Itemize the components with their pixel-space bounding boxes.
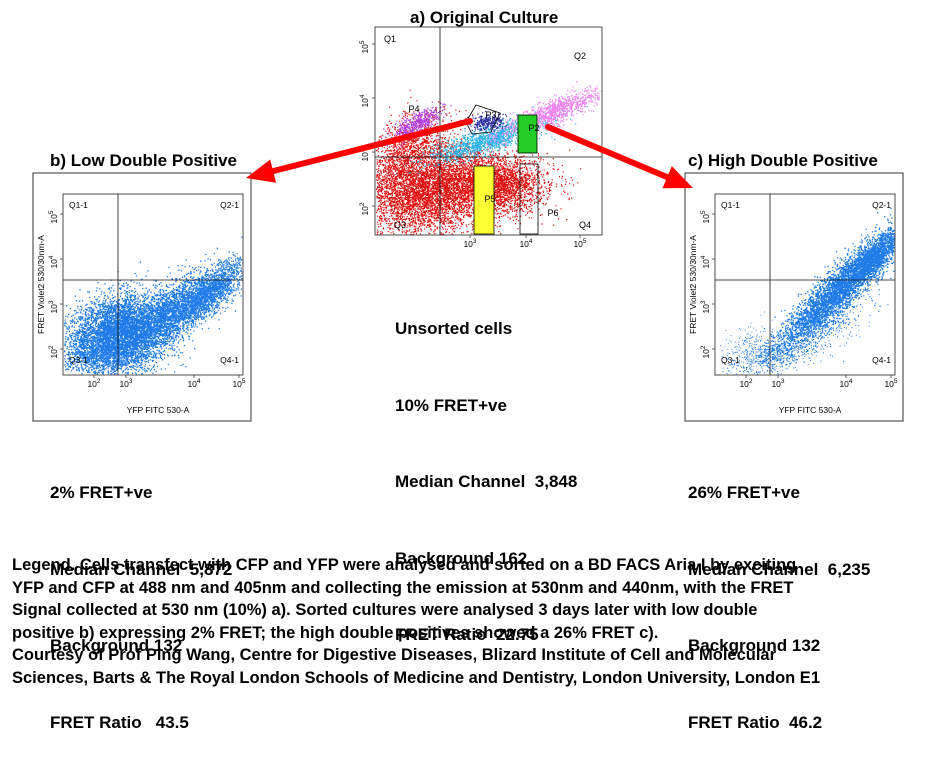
- tick-label: 105: [700, 210, 711, 223]
- gate-label: P5: [484, 194, 495, 204]
- gate-label: P2: [528, 123, 539, 133]
- tick-label: 104: [839, 378, 852, 389]
- quadrant-label: Q2-1: [872, 200, 891, 210]
- x-axis-label: YFP FITC 530-A: [779, 405, 842, 415]
- tick-label: 103: [48, 300, 59, 313]
- tick-label: 102: [359, 202, 370, 215]
- tick-label: 105: [232, 378, 245, 389]
- stat-line: Background 132: [688, 636, 821, 655]
- high-double-positive-plot: Q1-1 Q2-1 Q3-1 Q4-1 102 103 104 105 105 104 103 102…: [684, 172, 904, 422]
- data-points: [720, 311, 796, 375]
- tick-label: 103: [463, 238, 476, 249]
- tick-label: 105: [48, 210, 59, 223]
- stat-line: FRET Ratio 46.2: [688, 712, 823, 732]
- tick-label: 102: [48, 345, 59, 358]
- tick-label: 103: [119, 378, 132, 389]
- arrow-to-low-shaft: [270, 118, 473, 175]
- tick-label: 104: [48, 255, 59, 268]
- stat-line: Median Channel 6,235: [688, 559, 871, 579]
- quadrant-label: Q4-1: [872, 355, 891, 365]
- figure-legend: Legend. Cells transfect with CFP and YFP…: [12, 554, 942, 689]
- data-points: [380, 101, 458, 149]
- figure-canvas: Q1Q2Q3Q4P2P3P4P5P6103104105105104103102 …: [32, 26, 904, 422]
- tick-label: 102: [87, 378, 100, 389]
- quadrant-label: Q2: [574, 51, 586, 61]
- quadrant-label: Q1-1: [69, 200, 88, 210]
- quadrant-label: Q3: [394, 220, 406, 230]
- gate-p3: [465, 104, 501, 135]
- tick-label: 102: [739, 378, 752, 389]
- panel-a-stats: Unsorted cells 10% FRET+ve Median Channe…: [395, 265, 577, 673]
- tick-label: 105: [359, 40, 370, 53]
- quadrant-label: Q2-1: [220, 200, 239, 210]
- gate-p6: [519, 163, 539, 235]
- gate-p2: [517, 114, 538, 154]
- data-points: [65, 337, 162, 375]
- data-points: [829, 221, 896, 302]
- stat-line: FRET Ratio 43.5: [50, 712, 189, 732]
- arrow-to-high-shaft: [545, 124, 671, 181]
- tick-label: 104: [519, 238, 532, 249]
- data-points: [739, 207, 896, 374]
- stat-line: FRET Ratio 22.75: [395, 625, 539, 644]
- tick-label: 104: [359, 94, 370, 107]
- plot-area: [714, 193, 896, 376]
- quadrant-label: Q3-1: [69, 355, 88, 365]
- stat-line: 26% FRET+ve: [688, 483, 800, 502]
- quadrant-label: Q1: [384, 34, 396, 44]
- y-axis-label: FRET Violet2 530/30nm-A: [36, 235, 46, 334]
- legend-line: Sciences, Barts & The Royal London Schoo…: [12, 668, 820, 687]
- x-axis-label: YFP FITC 530-A: [127, 405, 190, 415]
- tick-label: 105: [884, 378, 897, 389]
- quadrant-label: Q1-1: [721, 200, 740, 210]
- tick-label: 104: [700, 255, 711, 268]
- legend-line: Legend. Cells transfect with CFP and YFP…: [12, 556, 797, 574]
- stat-line: 10% FRET+ve: [395, 395, 507, 415]
- gate-label: P6: [547, 208, 558, 218]
- panel-c-title: c) High Double Positive: [688, 151, 878, 170]
- gate-p5: [473, 165, 495, 235]
- arrow-to-low-head: [246, 159, 277, 183]
- legend-line: Courtesy of Prof Ping Wang, Centre for D…: [12, 646, 777, 664]
- stat-line: Background 162: [395, 548, 528, 568]
- panel-a-title: a) Original Culture: [410, 8, 559, 27]
- plot-area: [374, 26, 603, 236]
- data-points: [103, 247, 243, 368]
- tick-label: 103: [771, 378, 784, 389]
- tick-label: 105: [573, 238, 586, 249]
- stat-line: Unsorted cells: [395, 319, 513, 338]
- quadrant-label: Q4-1: [220, 355, 239, 365]
- quadrant-label: Q3-1: [721, 355, 740, 365]
- plot-area: [62, 193, 244, 376]
- arrows: [246, 118, 693, 189]
- gate-label: P3: [485, 110, 496, 120]
- arrow-to-high-head: [662, 166, 693, 189]
- original-culture-plot: Q1Q2Q3Q4P2P3P4P5P6103104105105104103102: [359, 26, 603, 249]
- legend-line: YFP and CFP at 488 nm and 405nm and coll…: [12, 578, 794, 597]
- stat-line: Median Channel 3,848: [395, 472, 578, 491]
- low-double-positive-plot: Q1-1 Q2-1 Q3-1 Q4-1 102 103 104 105 105 104 103 102…: [32, 172, 252, 422]
- y-axis-label: FRET Violet2 530/30nm-A: [688, 235, 698, 334]
- stat-line: Median Channel 5,872: [50, 559, 233, 579]
- legend-line: positive b) expressing 2% FRET; the high…: [12, 623, 659, 642]
- stat-line: 2% FRET+ve: [50, 483, 153, 502]
- tick-label: 103: [700, 300, 711, 313]
- legend-line: Signal collected at 530 nm (10%) a). Sor…: [12, 601, 758, 619]
- gate-label: P4: [408, 104, 419, 114]
- tick-label: 102: [700, 345, 711, 358]
- data-points: [160, 236, 244, 343]
- panel-frame: [684, 172, 904, 422]
- stat-line: Background 132: [50, 636, 183, 655]
- panel-b-title: b) Low Double Positive: [50, 151, 238, 170]
- tick-label: 104: [187, 378, 200, 389]
- quadrant-label: Q4: [579, 220, 591, 230]
